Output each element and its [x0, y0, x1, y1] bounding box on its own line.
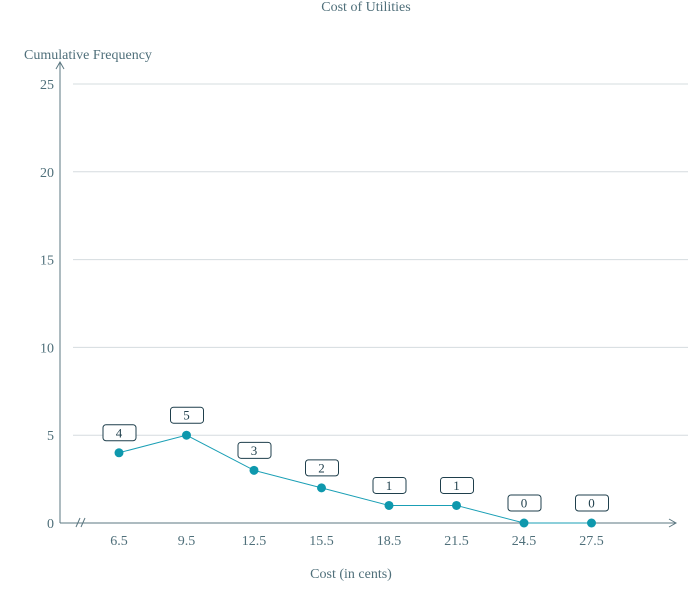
- data-label: 4: [116, 425, 123, 440]
- x-axis-label: Cost (in cents): [310, 567, 392, 582]
- data-label-box: [102, 424, 137, 442]
- data-label: 2: [318, 460, 325, 475]
- data-label-box: [440, 476, 474, 494]
- x-tick-label: 15.5: [309, 534, 334, 549]
- y-tick-label: 15: [40, 254, 54, 269]
- x-tick-label: 18.5: [377, 534, 402, 549]
- data-label: 5: [183, 408, 190, 423]
- data-label-box: [372, 476, 407, 494]
- data-label: 0: [521, 496, 528, 511]
- data-point: [182, 430, 191, 440]
- x-tick-label: 27.5: [579, 534, 604, 549]
- chart-title: Cost of Utilities: [321, 0, 410, 15]
- x-tick-label: 9.5: [178, 534, 196, 549]
- y-tick-label: 10: [40, 341, 54, 356]
- axes: [55, 60, 678, 528]
- x-axis-arrow: [668, 518, 678, 528]
- y-tick-label: 5: [47, 429, 54, 444]
- y-axis-arrow: [55, 60, 65, 70]
- data-point: [452, 500, 461, 510]
- data-point: [519, 518, 529, 528]
- data-label-box: [305, 459, 339, 477]
- y-tick-label: 0: [47, 517, 54, 532]
- data-label: 1: [386, 478, 393, 493]
- x-tick-label: 24.5: [512, 534, 537, 549]
- data-point: [317, 483, 326, 493]
- data-point: [249, 465, 259, 475]
- x-tick-label: 6.5: [110, 534, 128, 549]
- y-tick-label: 25: [40, 78, 54, 93]
- x-tick-label: 21.5: [444, 534, 469, 549]
- data-point: [114, 448, 124, 458]
- data-label: 0: [588, 496, 595, 511]
- data-point: [587, 518, 596, 528]
- y-tick-label: 20: [40, 166, 54, 181]
- x-tick-label: 12.5: [242, 534, 267, 549]
- y-axis-label: Cumulative Frequency: [24, 48, 152, 63]
- data-label: 3: [251, 443, 258, 458]
- data-point: [384, 500, 394, 510]
- data-label: 1: [453, 478, 460, 493]
- axis-break-icon: [75, 517, 86, 528]
- series-line: [118, 434, 592, 524]
- data-label-box: [575, 494, 609, 512]
- data-label-box: [170, 406, 204, 424]
- data-label-box: [507, 494, 542, 512]
- data-label-box: [237, 441, 272, 459]
